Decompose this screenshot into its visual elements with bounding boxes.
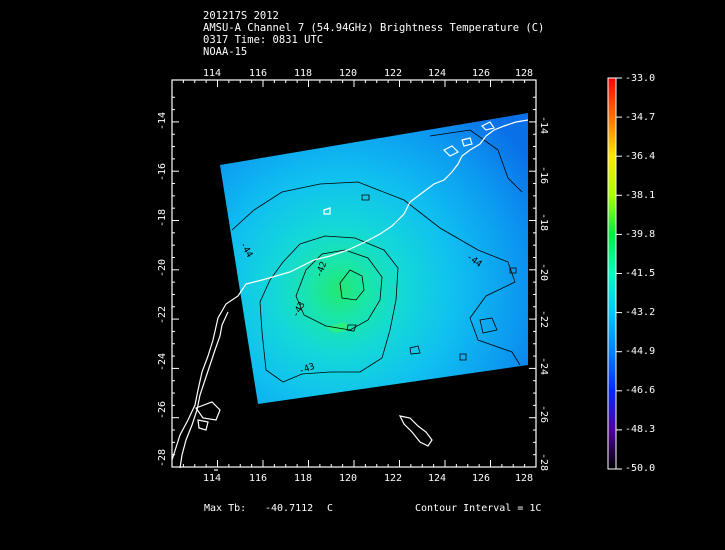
lon-label-top: 120 [339,68,357,79]
lat-label-left: -22 [157,306,168,324]
lon-label-bottom: 116 [249,473,267,484]
title-line-1: 201217S 2012 [203,10,279,22]
lat-label-left: -16 [157,163,168,181]
colorbar-label: -43.2 [625,307,656,318]
lat-label-right: -16 [538,166,549,184]
colorbar-label: -41.5 [625,268,656,279]
axis-ticks [171,80,537,468]
lon-label-top: 118 [294,68,312,79]
title-line-3: 0317 Time: 0831 UTC [203,34,324,46]
lat-label-left: -24 [157,353,168,371]
lat-label-right: -18 [538,213,549,231]
lon-label-bottom: 128 [515,473,533,484]
max-tb-label: Max Tb: [204,503,247,514]
lon-label-bottom: 120 [339,473,357,484]
colorbar-label: -39.8 [625,229,656,240]
lon-label-bottom: 122 [384,473,402,484]
colorbar-label: -36.4 [625,151,656,162]
lat-label-right: -22 [538,310,549,328]
colorbar-label: -48.3 [625,424,656,435]
contour-lines [231,129,523,383]
contour-interval: Contour Interval = 1C [415,503,542,514]
lon-label-bottom: 114 [203,473,221,484]
colorbar-ticks [616,77,622,470]
colorbar-label: -46.6 [625,385,656,396]
lon-label-top: 128 [515,68,533,79]
lat-label-right: -24 [538,357,549,375]
lon-label-bottom: 118 [294,473,312,484]
lon-label-top: 124 [428,68,446,79]
title-line-2: AMSU-A Channel 7 (54.94GHz) Brightness T… [203,22,545,34]
max-tb-unit: C [327,503,334,514]
colorbar-label: -34.7 [625,112,656,123]
lon-label-top: 114 [203,68,221,79]
lat-label-right: -28 [538,453,549,471]
warm-core-patch [326,322,350,333]
colorbar-label: -33.0 [625,73,656,84]
colorbar-label: -50.0 [625,463,656,474]
title-line-4: NOAA-15 [203,46,248,58]
lon-label-top: 126 [472,68,490,79]
lon-label-bottom: 124 [428,473,446,484]
lon-label-top: 116 [249,68,267,79]
lat-label-left: -26 [157,401,168,419]
lat-label-left: -14 [157,112,168,130]
lat-label-left: -20 [157,259,168,277]
lon-label-top: 122 [384,68,402,79]
lat-label-right: -26 [538,405,549,423]
lat-label-left: -28 [157,449,168,467]
lon-label-bottom: 126 [472,473,490,484]
satellite-swath [220,113,528,404]
lat-label-left: -18 [157,209,168,227]
colorbar-label: -44.9 [625,346,656,357]
coastline [171,119,529,471]
colorbar [607,77,617,470]
lat-label-right: -20 [538,263,549,281]
colorbar-label: -38.1 [625,190,656,201]
max-tb-value: -40.7112 [265,503,314,514]
lat-label-right: -14 [538,116,549,134]
